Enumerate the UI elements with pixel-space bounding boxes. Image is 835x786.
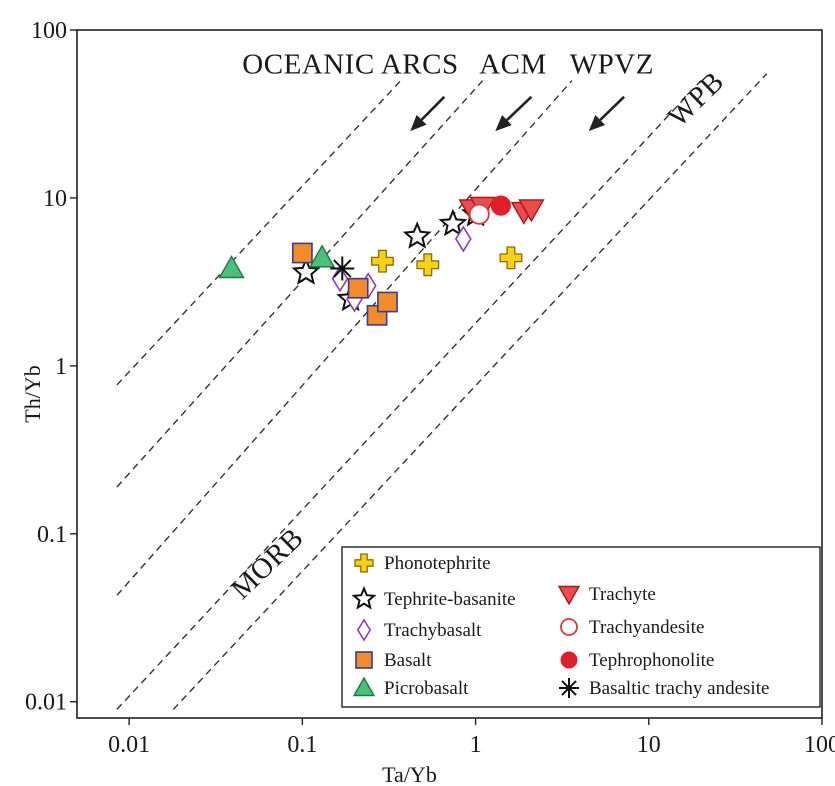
legend-marker-phonotephrite bbox=[354, 553, 374, 573]
legend-marker-picrobasalt bbox=[352, 676, 376, 697]
boundary-lines bbox=[116, 73, 768, 710]
point-trachyandesite bbox=[468, 203, 490, 225]
x-tick-label: 100 bbox=[804, 732, 835, 758]
asterisk-stroke bbox=[561, 680, 577, 696]
field-label: ACM bbox=[479, 49, 547, 81]
data-points bbox=[218, 195, 545, 326]
point-phonotephrite bbox=[499, 246, 523, 270]
legend-box bbox=[341, 546, 821, 708]
x-tick-label: 0.01 bbox=[108, 732, 150, 758]
point-tephrite-basanite bbox=[402, 221, 432, 249]
point-tephrite-basanite bbox=[438, 208, 468, 237]
boundary-line bbox=[172, 73, 768, 710]
legend-item-tephrite-basanite: Tephrite-basanite bbox=[351, 585, 516, 610]
legend-label: Trachyandesite bbox=[589, 617, 704, 638]
legend: Phonotephrite Tephrite-basanite Trachybasa… bbox=[341, 546, 821, 708]
x-tick-label: 1 bbox=[470, 732, 482, 758]
legend-marker-trachyandesite bbox=[560, 618, 578, 636]
y-axis-title: Th/Yb bbox=[20, 365, 45, 422]
legend-label: Basaltic trachy andesite bbox=[589, 678, 769, 699]
y-tick-label: 1 bbox=[55, 354, 67, 380]
point-phonotephrite bbox=[371, 249, 394, 273]
legend-label: Tephrite-basanite bbox=[384, 589, 516, 610]
plot-frame bbox=[76, 29, 823, 719]
legend-marker-tephrophonolite bbox=[560, 651, 578, 669]
point-basalt bbox=[347, 277, 369, 299]
field-label: OCEANIC ARCS bbox=[242, 49, 458, 81]
trend-arrow-shaft bbox=[420, 95, 446, 121]
point-phonotephrite bbox=[416, 253, 440, 277]
legend-marker-basaltic-trachy-andesite bbox=[559, 678, 579, 698]
legend-item-tephrophonolite: Tephrophonolite bbox=[560, 650, 714, 671]
asterisk-stroke bbox=[333, 259, 352, 278]
legend-marker-trachyte bbox=[557, 585, 581, 606]
point-basalt bbox=[377, 291, 398, 313]
legend-item-basaltic-trachy-andesite: Basaltic trachy andesite bbox=[559, 678, 769, 699]
x-axis-title: Ta/Yb bbox=[382, 762, 437, 786]
legend-item-picrobasalt: Picrobasalt bbox=[352, 676, 469, 699]
series-tephrophonolite bbox=[490, 195, 511, 216]
legend-item-phonotephrite: Phonotephrite bbox=[354, 553, 491, 574]
trend-arrow-shaft bbox=[506, 95, 533, 122]
trend-arrow-head bbox=[410, 114, 427, 132]
series-phonotephrite bbox=[371, 246, 523, 277]
plot-border bbox=[76, 29, 823, 719]
point-basalt bbox=[291, 242, 313, 264]
y-tick-label: 100 bbox=[31, 18, 67, 44]
legend-label: Trachyte bbox=[589, 584, 656, 605]
series-trachyandesite bbox=[468, 203, 490, 225]
x-tick-label: 0.1 bbox=[287, 732, 317, 758]
legend-label: Trachybasalt bbox=[384, 620, 482, 641]
legend-label: Tephrophonolite bbox=[589, 650, 714, 671]
legend-item-trachyandesite: Trachyandesite bbox=[560, 617, 704, 638]
point-basaltic-trachy-andesite bbox=[330, 256, 355, 281]
point-picrobasalt bbox=[308, 244, 336, 268]
point-trachybasalt bbox=[454, 225, 472, 253]
boundary-line bbox=[116, 80, 484, 488]
legend-marker-tephrite-basanite bbox=[351, 585, 377, 610]
trend-arrows bbox=[410, 95, 625, 132]
y-tick-label: 0.1 bbox=[37, 522, 67, 548]
field-label: WPVZ bbox=[570, 49, 654, 81]
axis-ticks: 0.01 0.1 1 10 100 0.01 0.1 1 10 100 bbox=[25, 18, 835, 758]
legend-item-trachyte: Trachyte bbox=[557, 584, 656, 606]
trend-arrow-head bbox=[588, 114, 606, 132]
legend-label: Phonotephrite bbox=[384, 553, 491, 574]
legend-marker-trachybasalt bbox=[356, 618, 372, 642]
y-tick-label: 0.01 bbox=[25, 690, 67, 716]
field-label: WPB bbox=[662, 66, 730, 134]
point-trachyte bbox=[518, 199, 545, 223]
trend-arrow-head bbox=[495, 115, 512, 132]
series-basalt bbox=[291, 242, 398, 326]
series-basaltic-trachy-andesite bbox=[330, 256, 355, 281]
legend-marker-basalt bbox=[355, 651, 373, 669]
field-label: MORB bbox=[225, 522, 310, 606]
x-tick-label: 10 bbox=[637, 732, 661, 758]
point-picrobasalt bbox=[218, 255, 245, 279]
boundary-line bbox=[116, 80, 402, 386]
boundary-line bbox=[116, 80, 573, 596]
point-tephrite-basanite bbox=[291, 257, 321, 285]
legend-label: Basalt bbox=[384, 650, 432, 671]
trend-arrow-shaft bbox=[599, 95, 625, 121]
point-tephrophonolite bbox=[490, 195, 511, 216]
series-picrobasalt bbox=[218, 244, 336, 279]
legend-item-basalt: Basalt bbox=[355, 650, 432, 671]
legend-item-trachybasalt: Trachybasalt bbox=[356, 618, 482, 642]
y-tick-label: 10 bbox=[43, 186, 67, 212]
legend-label: Picrobasalt bbox=[384, 678, 469, 699]
